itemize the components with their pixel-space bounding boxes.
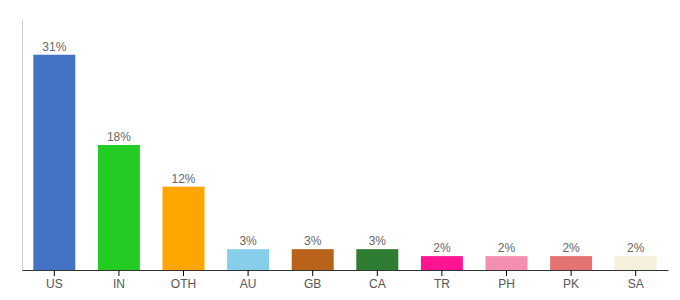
x-tick-label: PK	[563, 277, 579, 291]
x-tick: AU	[240, 270, 257, 291]
data-label: 3%	[369, 234, 387, 248]
data-label: 12%	[171, 172, 195, 186]
data-label: 18%	[107, 130, 131, 144]
plot-area: US IN OTH AU GB CA TR PH PK SA 31% 18% 12% 3% 3% 3% 2% 2%…	[23, 21, 669, 291]
x-tick: IN	[113, 270, 125, 291]
bar	[356, 249, 398, 270]
x-tick-mark	[248, 270, 249, 276]
data-label: 3%	[304, 234, 322, 248]
x-axis: US IN OTH AU GB CA TR PH PK SA	[23, 270, 669, 291]
data-label: 2%	[627, 241, 645, 255]
y-axis-line	[22, 21, 23, 271]
bar	[615, 256, 657, 270]
bar	[227, 249, 269, 270]
data-label: 2%	[433, 241, 451, 255]
x-tick-label: SA	[628, 277, 644, 291]
x-tick: US	[46, 270, 63, 291]
x-tick-label: IN	[113, 277, 125, 291]
x-tick-label: TR	[434, 277, 450, 291]
x-tick-mark	[635, 270, 636, 276]
x-tick-label: PH	[498, 277, 515, 291]
y-axis	[22, 21, 23, 271]
bar	[550, 256, 592, 270]
x-tick: OTH	[171, 270, 196, 291]
x-tick: PK	[563, 270, 579, 291]
data-label: 31%	[42, 40, 66, 54]
x-tick-mark	[571, 270, 572, 276]
x-tick-label: OTH	[171, 277, 196, 291]
bar	[292, 249, 334, 270]
bar	[421, 256, 463, 270]
x-tick-mark	[54, 270, 55, 276]
data-labels: 31% 18% 12% 3% 3% 3% 2% 2% 2% 2%	[42, 40, 644, 255]
bar	[163, 187, 205, 270]
x-tick-mark	[312, 270, 313, 276]
x-tick: SA	[628, 270, 644, 291]
x-tick: GB	[304, 270, 321, 291]
x-tick-mark	[118, 270, 119, 276]
x-tick-label: US	[46, 277, 63, 291]
bar	[98, 145, 140, 270]
data-label: 2%	[498, 241, 516, 255]
bars	[33, 55, 656, 270]
x-tick-mark	[506, 270, 507, 276]
bar	[486, 256, 528, 270]
x-tick-label: GB	[304, 277, 321, 291]
x-tick: PH	[498, 270, 515, 291]
x-tick-mark	[183, 270, 184, 276]
x-tick: CA	[369, 270, 386, 291]
x-tick-mark	[441, 270, 442, 276]
chart-svg: US IN OTH AU GB CA TR PH PK SA 31% 18% 12% 3% 3% 3% 2% 2%…	[0, 0, 680, 300]
x-tick: TR	[434, 270, 450, 291]
bar	[33, 55, 75, 270]
x-tick-label: AU	[240, 277, 257, 291]
data-label: 2%	[562, 241, 580, 255]
chart-container: US IN OTH AU GB CA TR PH PK SA 31% 18% 12% 3% 3% 3% 2% 2%…	[0, 0, 680, 300]
data-label: 3%	[239, 234, 257, 248]
x-tick-label: CA	[369, 277, 386, 291]
x-tick-mark	[377, 270, 378, 276]
